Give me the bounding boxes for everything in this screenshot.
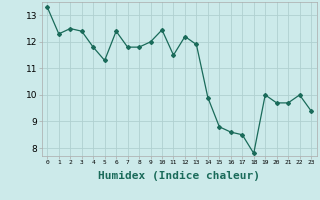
X-axis label: Humidex (Indice chaleur): Humidex (Indice chaleur) [98,171,260,181]
